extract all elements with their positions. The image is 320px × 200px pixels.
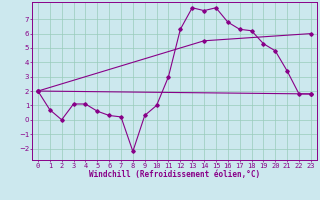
X-axis label: Windchill (Refroidissement éolien,°C): Windchill (Refroidissement éolien,°C) bbox=[89, 170, 260, 179]
